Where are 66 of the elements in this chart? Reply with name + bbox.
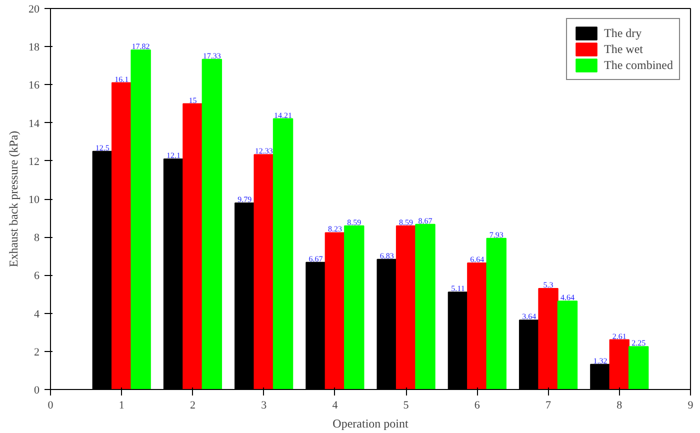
- data-label: 8.23: [328, 224, 342, 234]
- data-label: 8.59: [399, 218, 414, 227]
- x-tick-label: 2: [190, 400, 196, 412]
- data-label: 12.5: [95, 143, 110, 152]
- x-tick-label: 9: [688, 400, 694, 412]
- bar: [344, 225, 364, 390]
- x-tick-label: 1: [118, 400, 124, 412]
- data-label: 5.11: [451, 284, 465, 294]
- x-tick-label: 6: [474, 400, 480, 412]
- data-label: 7.93: [489, 230, 504, 240]
- y-tick-label: 14: [28, 118, 40, 130]
- legend-label: The combined: [604, 58, 673, 72]
- data-label: 14.21: [274, 110, 292, 120]
- x-tick-label: 5: [403, 400, 410, 412]
- y-tick-label: 4: [34, 308, 40, 320]
- data-label: 8.67: [418, 216, 432, 226]
- data-label: 17.33: [202, 51, 221, 60]
- bar: [324, 232, 346, 390]
- bar: [130, 50, 151, 390]
- bar: [202, 58, 222, 390]
- x-tick-label: 8: [616, 400, 623, 412]
- y-axis-title: Exhaust back pressure (kPa): [6, 130, 20, 268]
- data-label: 12.33: [254, 146, 273, 156]
- data-label: 2.61: [612, 332, 626, 341]
- data-label: 6.83: [380, 251, 394, 260]
- y-tick-label: 8: [34, 232, 40, 244]
- data-label: 16.1: [114, 74, 129, 84]
- x-tick-label: 7: [546, 400, 552, 412]
- x-tick-label: 0: [48, 400, 54, 412]
- x-tick-label: 4: [332, 400, 338, 412]
- legend-label: The wet: [604, 42, 643, 56]
- x-tick-label: 3: [261, 400, 268, 412]
- y-tick-label: 18: [28, 42, 40, 54]
- data-label: 17.82: [132, 42, 150, 52]
- bar: [609, 339, 630, 390]
- y-tick-label: 20: [28, 4, 40, 16]
- data-label: 2.25: [632, 338, 646, 348]
- legend-label: The dry: [604, 26, 642, 40]
- y-tick-label: 0: [34, 384, 40, 396]
- bar: [538, 288, 558, 390]
- bar: [272, 118, 294, 390]
- bar: [396, 225, 416, 390]
- y-tick-label: 2: [34, 346, 40, 358]
- y-tick-label: 16: [28, 80, 40, 92]
- bar: [628, 346, 649, 390]
- data-label: 6.64: [470, 255, 484, 264]
- data-label: 1.32: [593, 356, 608, 366]
- bar: [254, 154, 274, 390]
- data-label: 5.3: [543, 280, 554, 290]
- bar: [182, 103, 203, 390]
- bar: [486, 238, 506, 390]
- data-label: 3.64: [522, 312, 536, 322]
- data-label: 12.1: [166, 150, 181, 160]
- x-axis-title: Operation point: [332, 416, 409, 430]
- data-label: 15: [188, 96, 197, 105]
- data-label: 6.67: [308, 254, 323, 264]
- data-label: 9.79: [238, 195, 252, 204]
- bar: [112, 82, 132, 390]
- bar: [467, 262, 488, 390]
- bar: [557, 300, 578, 390]
- data-label: 8.59: [347, 218, 362, 227]
- data-label: 4.64: [560, 293, 574, 302]
- bar: [415, 224, 436, 390]
- y-tick-label: 6: [34, 270, 40, 282]
- y-tick-label: 12: [28, 156, 40, 168]
- y-tick-label: 10: [28, 194, 40, 206]
